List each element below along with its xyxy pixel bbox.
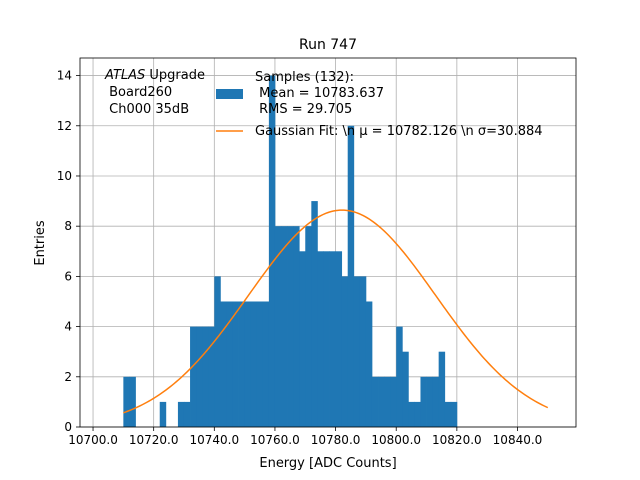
atlas-annotation: ATLAS Upgrade Board260 Ch000 35dB [104, 68, 205, 117]
y-tick-label: 2 [64, 370, 72, 384]
y-tick-label: 12 [57, 119, 72, 133]
histogram-bar [268, 75, 276, 428]
x-tick-label: 10820.0 [432, 433, 482, 447]
gaussian-fit-curve [123, 209, 549, 414]
histogram-bar [359, 276, 367, 427]
x-tick-label: 10720.0 [129, 433, 179, 447]
histogram-bar [183, 401, 191, 427]
y-axis-ticks: 0 2 4 6 8 10 12 14 [57, 69, 80, 434]
histogram-bar [299, 251, 306, 427]
histogram-bar [384, 376, 391, 427]
y-tick-label: 10 [57, 169, 72, 183]
x-axis-ticks: 10700.0 10720.0 10740.0 10760.0 10780.0 10800… [68, 427, 542, 447]
histogram-bar [123, 376, 130, 427]
histogram-bar [426, 376, 433, 427]
histogram-bars [123, 75, 458, 428]
histogram-bar [177, 401, 185, 427]
y-tick-label: 14 [57, 69, 72, 83]
x-tick-label: 10780.0 [311, 433, 361, 447]
histogram-bar [190, 326, 197, 427]
histogram-bar [220, 301, 227, 427]
histogram-bar [408, 401, 415, 427]
histogram-bar [214, 276, 221, 427]
histogram-bar [432, 376, 440, 427]
histogram-bar [238, 301, 246, 427]
histogram-bar [390, 376, 397, 427]
y-tick-label: 8 [64, 219, 72, 233]
y-tick-label: 6 [64, 269, 72, 283]
histogram-bar [232, 301, 239, 427]
histogram-bar [347, 125, 355, 427]
histogram-bar [311, 201, 318, 427]
histogram-bar [444, 401, 452, 427]
histogram-bar [202, 326, 209, 427]
histogram-bar [353, 276, 361, 427]
legend: Samples (132): Mean = 10783.637 RMS = 29… [216, 70, 543, 139]
histogram-bar [305, 226, 312, 427]
histogram-bar [250, 301, 258, 427]
y-tick-label: 0 [64, 420, 72, 434]
histogram-bar [262, 301, 270, 427]
x-tick-label: 10800.0 [371, 433, 421, 447]
histogram-bar [281, 226, 288, 427]
histogram-bar [208, 326, 215, 427]
histogram-bar [329, 251, 336, 427]
histogram-bar [414, 401, 421, 427]
legend-histogram-label-line1: Samples (132): [255, 70, 354, 85]
atlas-annotation-italic: ATLAS [104, 68, 145, 83]
atlas-annotation-channel: Ch000 35dB [105, 102, 189, 117]
histogram-bar [196, 326, 203, 427]
svg-text:ATLAS Upgrade: ATLAS Upgrade [104, 68, 205, 83]
x-tick-label: 10740.0 [189, 433, 239, 447]
plot-frame [79, 57, 577, 428]
atlas-annotation-rest: Upgrade [145, 68, 205, 83]
histogram-bar [256, 301, 264, 427]
legend-histogram-label-line3: RMS = 29.705 [255, 102, 352, 117]
legend-fit-label: Gaussian Fit: \n μ = 10782.126 \n σ=30.8… [255, 124, 543, 139]
histogram-bar [420, 376, 427, 427]
histogram-bar [287, 226, 294, 427]
histogram-bar [402, 351, 409, 427]
atlas-annotation-board: Board260 [105, 85, 172, 100]
histogram-bar [159, 401, 167, 427]
legend-histogram-label-line2: Mean = 10783.637 [255, 86, 384, 101]
histogram-bar [396, 326, 403, 427]
x-tick-label: 10700.0 [68, 433, 118, 447]
chart-title: Run 747 [299, 37, 357, 53]
histogram-bar [371, 376, 379, 427]
histogram-bar [323, 251, 330, 427]
x-axis-label: Energy [ADC Counts] [259, 456, 396, 471]
histogram-bar [317, 251, 324, 427]
histogram-bar [365, 301, 373, 427]
x-tick-label: 10840.0 [493, 433, 543, 447]
histogram-bar [450, 401, 458, 427]
histogram-bar [438, 351, 446, 427]
histogram-bar [293, 226, 300, 427]
histogram-bar [129, 376, 136, 427]
histogram-bar [244, 301, 252, 427]
histogram-bar [274, 226, 282, 427]
histogram-bar [226, 301, 233, 427]
x-tick-label: 10760.0 [250, 433, 300, 447]
legend-histogram-swatch [216, 89, 243, 99]
histogram-bar [335, 251, 343, 427]
histogram-bar [341, 276, 349, 427]
histogram-bar [378, 376, 385, 427]
y-axis-label: Entries [33, 220, 48, 266]
y-tick-label: 4 [64, 320, 72, 334]
